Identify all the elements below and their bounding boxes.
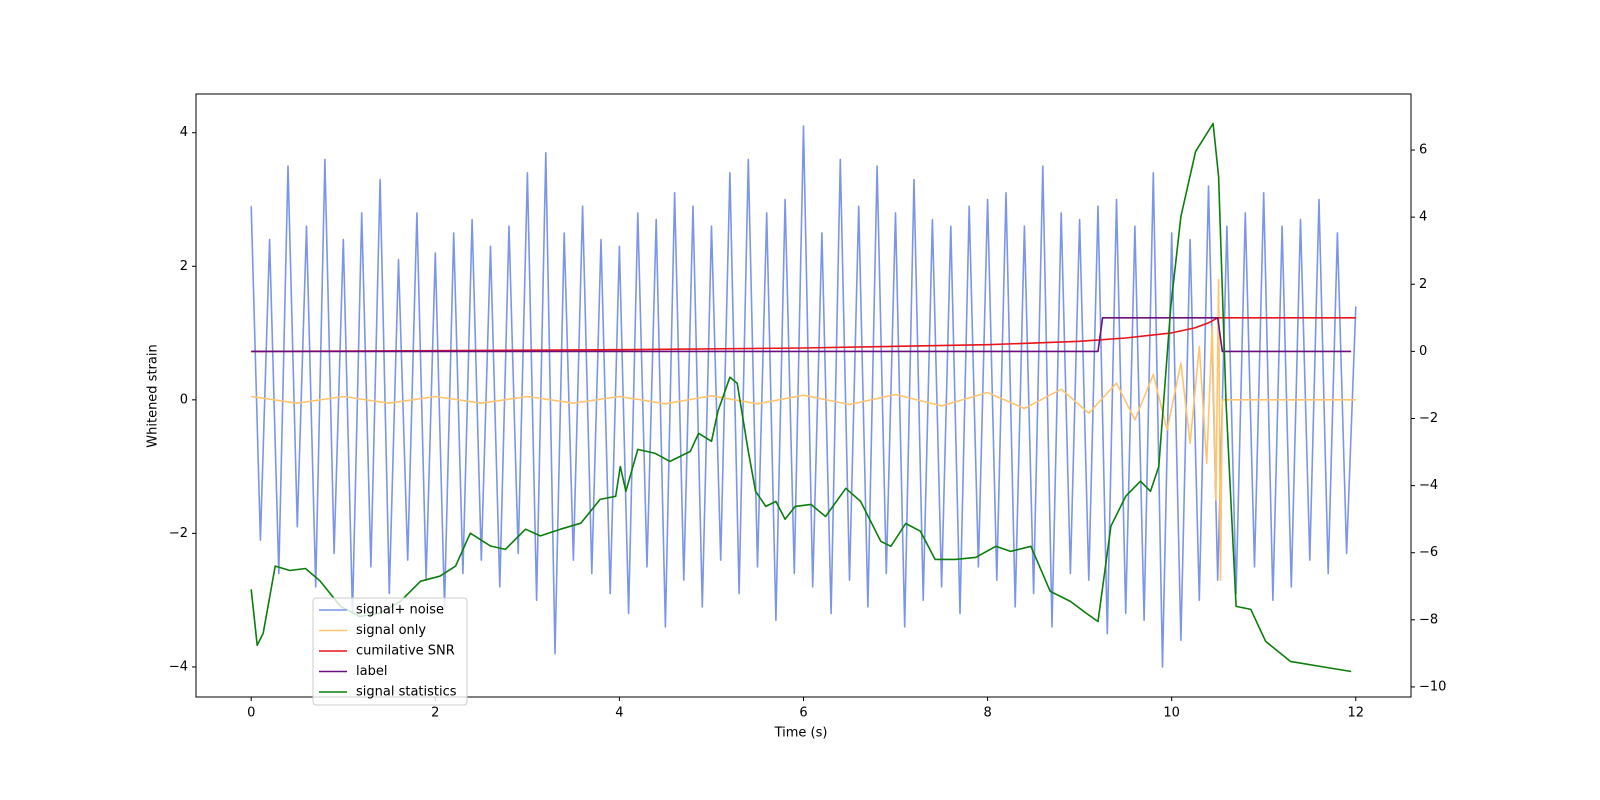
legend-label: label <box>356 664 387 679</box>
x-axis-label: Time (s) <box>774 726 828 741</box>
series-line <box>251 278 1356 581</box>
x-tick-label: 8 <box>983 706 991 721</box>
x-tick-label: 6 <box>799 706 807 721</box>
series-line <box>250 122 1352 673</box>
y2-tick-label: −2 <box>1419 411 1438 426</box>
x-tick-label: 0 <box>247 706 255 721</box>
y2-tick-label: −4 <box>1419 478 1438 493</box>
y-tick-label: 4 <box>180 125 188 140</box>
legend-box <box>312 597 468 706</box>
y2-tick-label: −10 <box>1419 679 1446 694</box>
x-tick-label: 2 <box>431 706 439 721</box>
y2-tick-label: 2 <box>1419 277 1427 292</box>
legend: signal+ noise signal only cumilative SNR la… <box>312 597 468 706</box>
y2-tick-label: −8 <box>1419 612 1438 627</box>
series-line <box>250 125 1357 668</box>
plot-frame <box>195 93 1412 698</box>
y2-tick-label: 0 <box>1419 344 1427 359</box>
legend-label: cumilative SNR <box>356 644 455 659</box>
y2-tick-label: −6 <box>1419 545 1438 560</box>
series-line <box>251 317 1352 353</box>
y-tick-label: 0 <box>180 392 188 407</box>
x-tick-label: 4 <box>615 706 623 721</box>
y-tick-label: −2 <box>169 526 188 541</box>
legend-label: signal+ noise <box>356 603 444 618</box>
y-tick-label: −4 <box>169 659 188 674</box>
legend-label: signal only <box>356 623 426 638</box>
x-tick-label: 10 <box>1163 706 1180 721</box>
y-tick-label: 2 <box>180 259 188 274</box>
legend-label: signal statistics <box>356 685 457 700</box>
series-line <box>251 317 1356 353</box>
y-axis-label: Whitened strain <box>146 344 161 447</box>
y2-tick-label: 6 <box>1419 143 1427 158</box>
y2-tick-label: 4 <box>1419 210 1427 225</box>
plot-area <box>250 122 1357 673</box>
x-tick-label: 12 <box>1347 706 1364 721</box>
